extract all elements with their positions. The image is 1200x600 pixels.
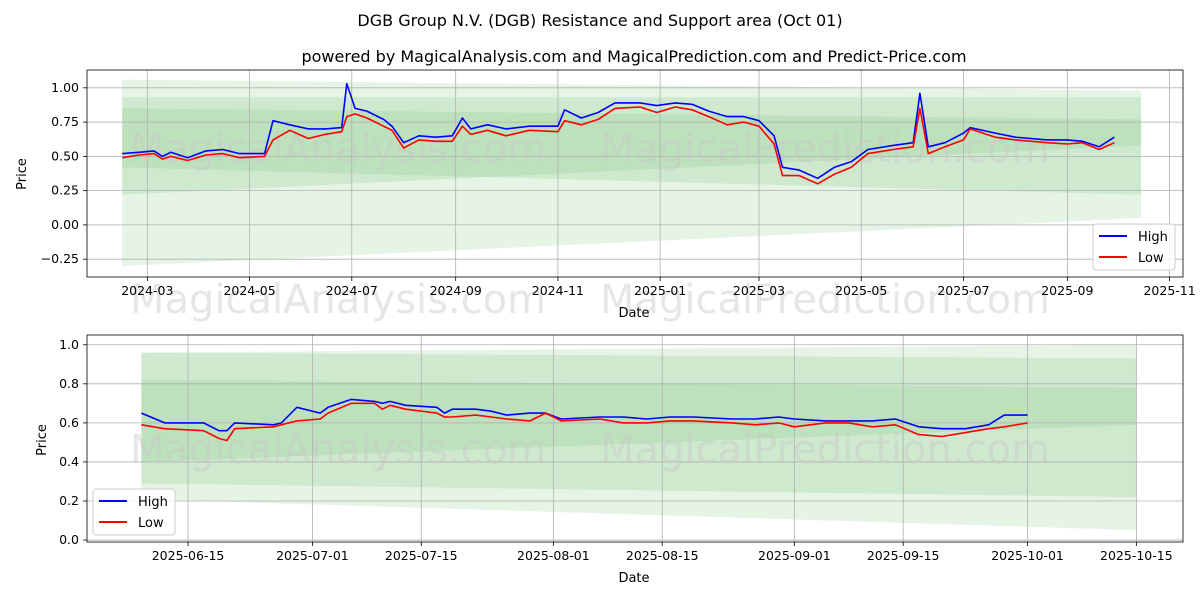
watermark-text: MagicalAnalysis.com (130, 277, 546, 323)
x-tick-label: 2024-07 (326, 283, 378, 298)
x-tick-label: 2025-10-15 (1100, 548, 1173, 563)
x-tick-label: 2025-08-15 (626, 548, 699, 563)
x-tick-label: 2025-01 (634, 283, 686, 298)
x-tick-label: 2025-09-15 (867, 548, 940, 563)
y-tick-label: 1.0 (59, 337, 79, 352)
watermark-text: MagicalPrediction.com (600, 126, 1050, 172)
bottom-legend-low-label: Low (138, 516, 164, 531)
x-tick-label: 2024-11 (532, 283, 584, 298)
watermark-text: MagicalPrediction.com (600, 427, 1050, 473)
watermark-text: MagicalAnalysis.com (130, 427, 546, 473)
bottom-legend-high-label: High (138, 495, 168, 510)
top-legend: High Low (1092, 223, 1176, 271)
y-tick-label: −0.25 (41, 251, 79, 266)
top-price-panel: MagicalAnalysis.com MagicalPrediction.com… (15, 69, 1196, 323)
y-tick-label: 0.4 (59, 454, 79, 469)
series-line-high (141, 398, 1028, 432)
support-resistance-band (122, 79, 1142, 267)
top-x-axis-label: Date (618, 306, 649, 321)
x-tick-label: 2025-03 (733, 283, 785, 298)
chart-subtitle: powered by MagicalAnalysis.com and Magic… (301, 47, 966, 66)
y-tick-label: 0.6 (59, 415, 79, 430)
x-tick-label: 2025-05 (835, 283, 887, 298)
series-line-high (122, 82, 1115, 180)
y-tick-label: 0.0 (59, 532, 79, 547)
bottom-plot-frame (86, 334, 1184, 543)
x-tick-label: 2025-10-01 (991, 548, 1064, 563)
y-tick-label: 0.25 (51, 183, 79, 198)
x-tick-label: 2024-05 (223, 283, 275, 298)
support-resistance-band (141, 344, 1137, 531)
y-tick-label: 0.75 (51, 114, 79, 129)
top-y-axis-label: Price (15, 158, 30, 190)
y-tick-label: 0.50 (51, 148, 79, 163)
top-legend-low-label: Low (1138, 251, 1164, 266)
top-plot-frame (86, 69, 1184, 278)
x-tick-label: 2025-07 (937, 283, 989, 298)
bottom-price-panel: MagicalAnalysis.com MagicalPrediction.com… (35, 334, 1184, 586)
x-tick-label: 2025-09-01 (758, 548, 831, 563)
support-resistance-band (122, 108, 1142, 195)
y-tick-label: 0.00 (51, 217, 79, 232)
watermark-text: MagicalPrediction.com (600, 277, 1050, 323)
top-legend-high-label: High (1138, 230, 1168, 245)
series-line-low (122, 106, 1115, 185)
y-tick-label: 0.2 (59, 493, 79, 508)
x-tick-label: 2025-07-15 (385, 548, 458, 563)
support-resistance-band (141, 352, 1137, 498)
x-tick-label: 2025-08-01 (517, 548, 590, 563)
chart-title: DGB Group N.V. (DGB) Resistance and Supp… (357, 11, 842, 30)
y-tick-label: 0.8 (59, 376, 79, 391)
x-tick-label: 2025-09 (1041, 283, 1093, 298)
bottom-legend: High Low (92, 488, 176, 536)
x-tick-label: 2024-03 (121, 283, 173, 298)
y-tick-label: 1.00 (51, 80, 79, 95)
series-line-low (141, 402, 1028, 442)
x-tick-label: 2024-09 (430, 283, 482, 298)
support-resistance-band (141, 379, 1137, 462)
x-tick-label: 2025-06-15 (152, 548, 225, 563)
bottom-x-axis-label: Date (618, 571, 649, 586)
x-tick-label: 2025-07-01 (276, 548, 349, 563)
x-tick-label: 2025-11 (1143, 283, 1195, 298)
bottom-y-axis-label: Price (35, 424, 50, 456)
